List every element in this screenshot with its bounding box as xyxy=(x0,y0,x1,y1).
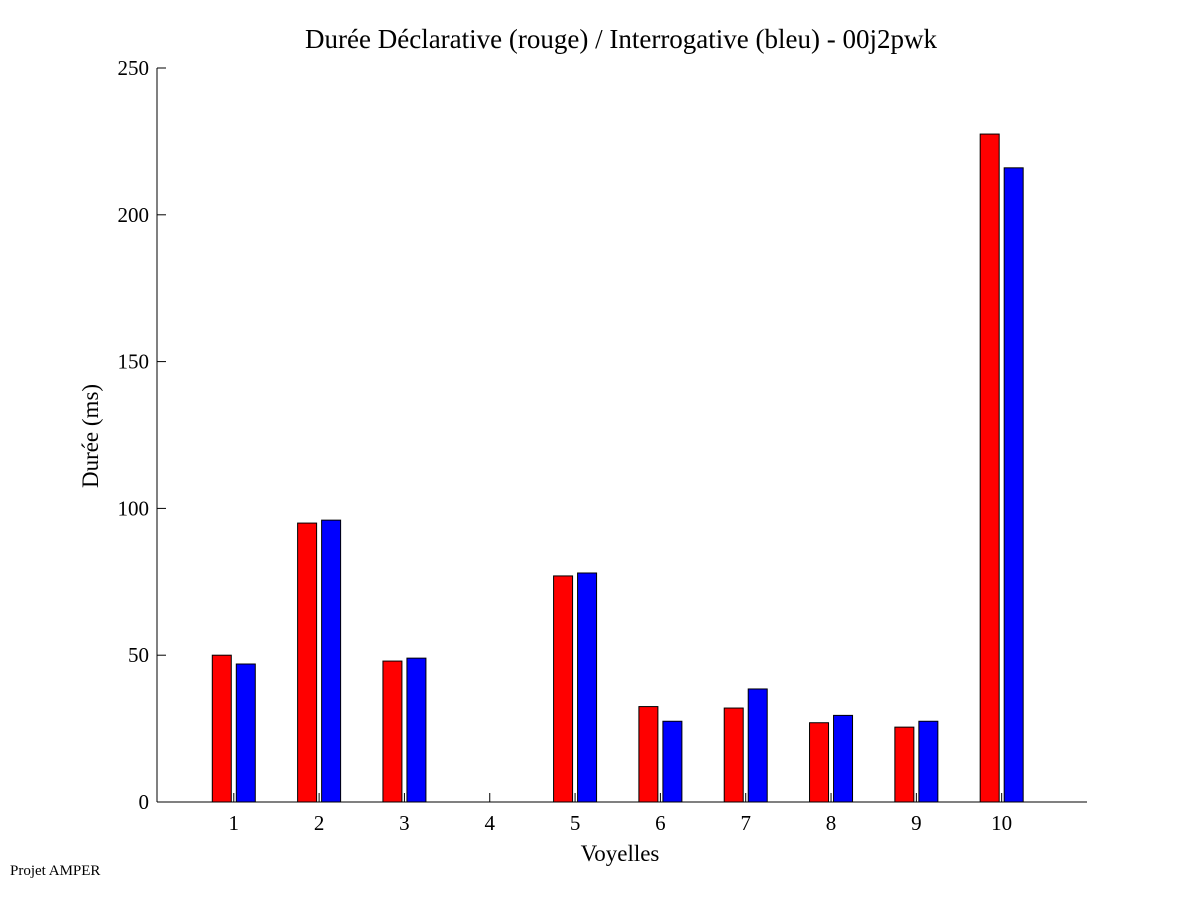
x-tick-label: 8 xyxy=(826,811,837,835)
bar-series-2-cat-10 xyxy=(1003,167,1024,803)
y-tick-label: 200 xyxy=(118,203,150,227)
x-tick-label: 9 xyxy=(911,811,922,835)
bar-series-1-cat-8 xyxy=(809,722,830,803)
bars-layer xyxy=(211,133,1024,803)
y-axis-label: Durée (ms) xyxy=(78,384,103,488)
bar-series-2-cat-9 xyxy=(918,720,939,803)
y-tick-label: 100 xyxy=(118,496,150,520)
bar-series-2-cat-7 xyxy=(747,688,768,803)
bar-series-1-cat-7 xyxy=(723,707,744,803)
bar-series-2-cat-5 xyxy=(577,572,598,803)
x-tick-label: 10 xyxy=(991,811,1012,835)
bar-series-2-cat-8 xyxy=(833,714,854,803)
bar-series-1-cat-10 xyxy=(979,133,1000,803)
y-tick-label: 250 xyxy=(118,56,150,80)
x-tick-label: 4 xyxy=(485,811,496,835)
x-tick-label: 5 xyxy=(570,811,581,835)
bar-series-2-cat-6 xyxy=(662,720,683,803)
x-tick-label: 3 xyxy=(399,811,410,835)
chart-title: Durée Déclarative (rouge) / Interrogativ… xyxy=(305,24,937,54)
bar-series-2-cat-3 xyxy=(406,657,427,803)
bar-series-1-cat-1 xyxy=(211,654,232,803)
bar-series-1-cat-9 xyxy=(894,726,915,803)
footer-note: Projet AMPER xyxy=(10,863,101,879)
x-tick-label: 7 xyxy=(740,811,751,835)
x-tick-label: 6 xyxy=(655,811,666,835)
bar-series-1-cat-2 xyxy=(297,522,318,803)
x-axis-label: Voyelles xyxy=(581,841,660,866)
x-tick-label: 2 xyxy=(314,811,325,835)
bar-series-2-cat-2 xyxy=(321,519,342,803)
ticks: 0 50 100 150 200 250 1 2 3 4 5 6 7 8 9 10 xyxy=(118,56,1013,835)
x-tick-label: 1 xyxy=(229,811,240,835)
bar-series-1-cat-3 xyxy=(382,660,403,803)
y-tick-label: 150 xyxy=(118,350,150,374)
y-tick-label: 50 xyxy=(128,643,149,667)
y-tick-label: 0 xyxy=(139,790,150,814)
bar-series-2-cat-1 xyxy=(235,663,256,803)
axes xyxy=(156,68,1087,803)
bar-series-1-cat-6 xyxy=(638,706,659,803)
bar-series-1-cat-5 xyxy=(553,575,574,803)
